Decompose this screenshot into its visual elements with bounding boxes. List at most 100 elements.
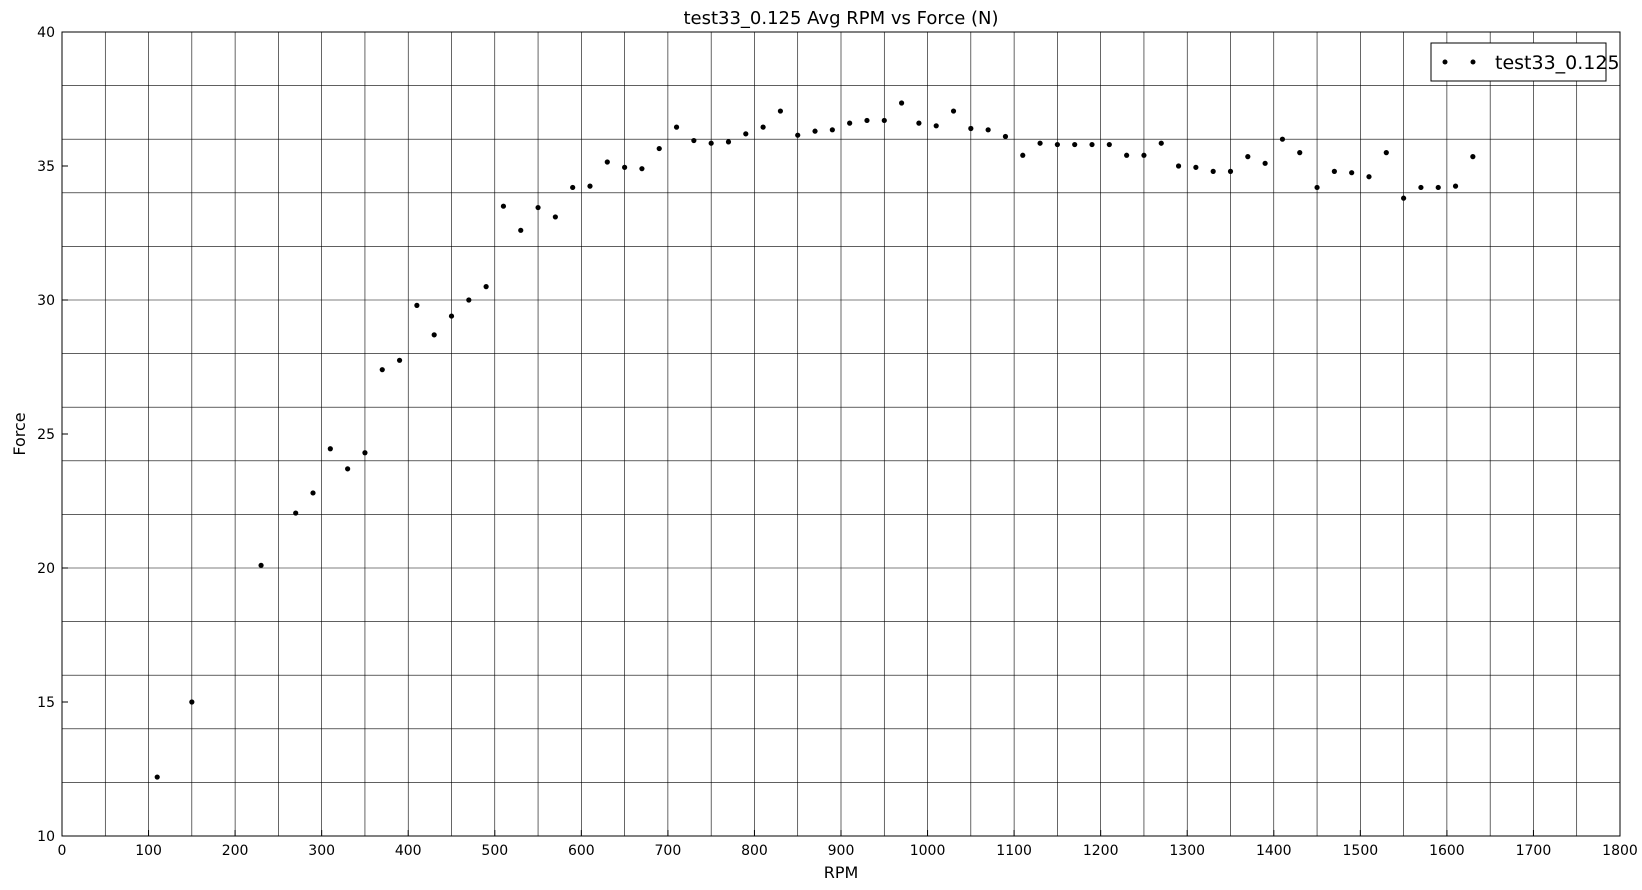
data-point xyxy=(258,562,264,568)
data-point xyxy=(604,159,610,165)
data-point xyxy=(725,139,732,145)
data-point xyxy=(1279,136,1286,142)
data-point xyxy=(898,100,905,106)
data-point xyxy=(500,203,507,209)
x-tick-label: 100 xyxy=(135,843,162,859)
data-points xyxy=(154,100,1476,780)
x-tick-label: 1700 xyxy=(1516,843,1552,859)
data-point xyxy=(985,127,991,133)
x-tick-label: 1100 xyxy=(996,843,1032,859)
data-point xyxy=(795,132,801,138)
data-point xyxy=(622,164,628,170)
data-point xyxy=(1262,160,1268,166)
data-point xyxy=(431,332,437,338)
data-point xyxy=(1401,195,1407,201)
data-point xyxy=(777,108,784,114)
data-point xyxy=(812,128,818,134)
x-tick-label: 500 xyxy=(481,843,508,859)
data-point xyxy=(535,204,541,211)
y-tick-label: 30 xyxy=(37,293,55,309)
data-point xyxy=(1210,168,1216,174)
data-point xyxy=(1452,183,1459,189)
data-point xyxy=(743,131,749,137)
data-point xyxy=(396,357,403,363)
data-point xyxy=(1106,141,1112,148)
data-point xyxy=(1158,140,1164,146)
y-tick-label: 20 xyxy=(37,561,55,577)
data-point xyxy=(708,140,714,146)
data-point xyxy=(1141,152,1147,158)
x-tick-label: 1200 xyxy=(1083,843,1119,859)
legend-marker xyxy=(1470,59,1476,65)
x-tick-label: 1800 xyxy=(1602,843,1638,859)
data-point xyxy=(760,124,766,130)
data-point xyxy=(552,214,558,220)
legend-marker xyxy=(1442,59,1448,65)
data-point xyxy=(950,108,957,114)
data-point xyxy=(1314,184,1320,191)
data-point xyxy=(1418,184,1424,191)
data-point xyxy=(1297,150,1303,156)
data-point xyxy=(293,510,299,516)
x-tick-label: 1600 xyxy=(1429,843,1465,859)
data-point xyxy=(362,450,368,456)
data-point xyxy=(864,117,870,124)
data-point xyxy=(673,124,680,130)
y-tick-label: 40 xyxy=(37,25,55,41)
data-point xyxy=(916,120,922,126)
x-tick-label: 0 xyxy=(58,843,67,859)
x-tick-label: 600 xyxy=(568,843,595,859)
data-point xyxy=(639,166,645,172)
data-point xyxy=(1383,150,1389,156)
data-point xyxy=(414,302,420,308)
y-tick-label: 10 xyxy=(37,829,55,845)
data-point xyxy=(656,145,662,152)
data-point xyxy=(310,490,316,496)
data-point xyxy=(1435,184,1441,191)
legend-label: test33_0.125 xyxy=(1495,52,1620,74)
axis-ticks: 0 100 200 300 400 500 600 700 800 900 1000 1100 1200… xyxy=(37,25,1638,859)
legend-box xyxy=(1430,42,1607,82)
y-tick-label: 35 xyxy=(37,159,55,175)
x-axis-label: RPM xyxy=(824,863,859,882)
data-point xyxy=(448,313,455,319)
data-point xyxy=(154,774,160,780)
data-point xyxy=(1089,141,1095,148)
data-point xyxy=(1037,140,1043,146)
x-tick-label: 1000 xyxy=(910,843,946,859)
x-tick-label: 400 xyxy=(395,843,422,859)
x-tick-label: 900 xyxy=(828,843,855,859)
x-tick-label: 1400 xyxy=(1256,843,1292,859)
data-point xyxy=(1020,152,1026,158)
legend: test33_0.125 xyxy=(1430,42,1620,82)
data-point xyxy=(1349,170,1355,176)
data-point xyxy=(518,227,524,233)
x-tick-label: 1300 xyxy=(1169,843,1205,859)
x-tick-label: 200 xyxy=(222,843,249,859)
data-point xyxy=(570,184,576,191)
data-point xyxy=(379,367,385,373)
data-point xyxy=(1124,152,1130,158)
data-point xyxy=(1002,133,1009,140)
x-tick-label: 300 xyxy=(308,843,335,859)
chart-title: test33_0.125 Avg RPM vs Force (N) xyxy=(683,8,998,29)
data-point xyxy=(1245,154,1251,160)
y-tick-label: 25 xyxy=(37,427,55,443)
x-tick-label: 700 xyxy=(655,843,682,859)
data-point xyxy=(829,127,835,133)
x-tick-label: 800 xyxy=(741,843,768,859)
data-point xyxy=(1331,168,1337,174)
data-point xyxy=(189,699,195,705)
data-point xyxy=(1227,168,1234,174)
data-point xyxy=(1175,163,1182,169)
data-point xyxy=(345,466,351,472)
data-point xyxy=(327,446,333,452)
data-point xyxy=(1054,141,1060,148)
y-axis-label: Force xyxy=(10,412,29,455)
data-point xyxy=(968,125,974,132)
data-point xyxy=(691,137,697,144)
data-point xyxy=(587,183,593,189)
x-tick-label: 1500 xyxy=(1343,843,1379,859)
data-point xyxy=(933,123,939,129)
